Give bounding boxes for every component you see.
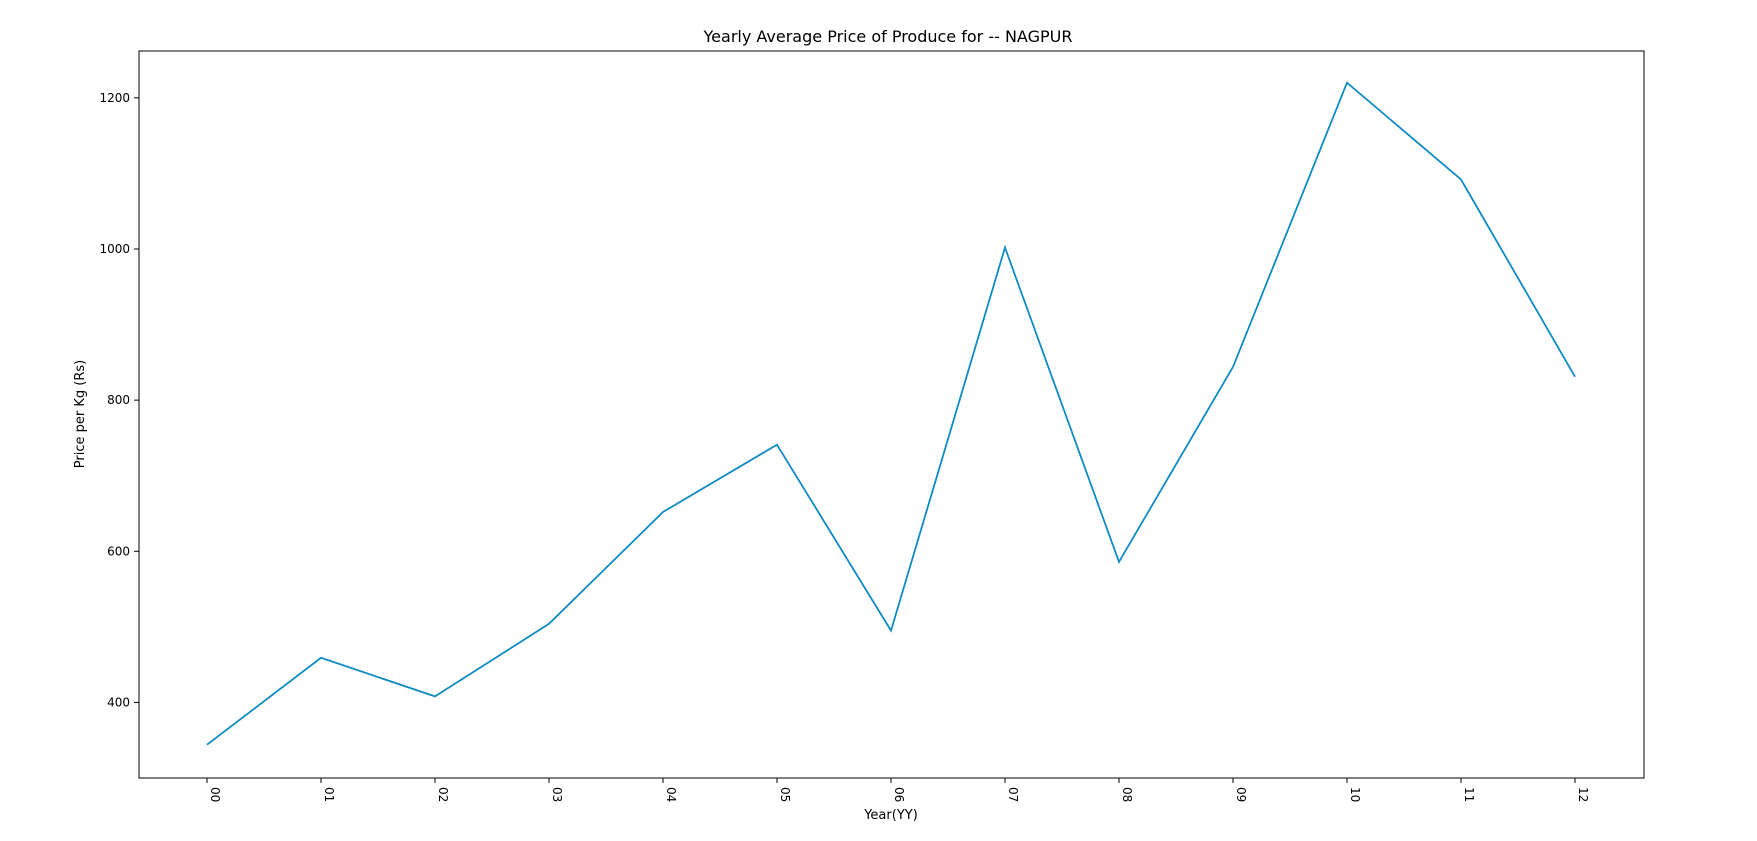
y-axis-label: Price per Kg (Rs) <box>73 360 88 468</box>
y-tick-label: 600 <box>107 544 130 558</box>
x-tick-label: 05 <box>778 787 792 802</box>
x-tick-label: 03 <box>550 787 564 802</box>
x-tick-label: 11 <box>1462 787 1476 802</box>
series-layer <box>207 83 1575 745</box>
x-tick-label: 09 <box>1234 787 1248 802</box>
y-tick-label: 1000 <box>99 242 130 256</box>
y-tick-label: 1200 <box>99 91 130 105</box>
plot-area <box>139 51 1644 778</box>
x-tick-label: 01 <box>322 787 336 802</box>
y-tick-label: 400 <box>107 695 130 709</box>
x-axis: 00 01 02 03 04 05 06 07 08 09 10 11 12 <box>207 778 1590 802</box>
x-tick-label: 10 <box>1348 787 1362 802</box>
x-tick-label: 07 <box>1006 787 1020 802</box>
y-axis: 400 600 800 1000 1200 <box>99 91 139 710</box>
x-axis-label: Year(YY) <box>863 808 918 823</box>
x-tick-label: 00 <box>208 787 222 802</box>
x-tick-label: 08 <box>1120 787 1134 802</box>
x-tick-label: 12 <box>1576 787 1590 802</box>
series-line <box>207 83 1575 745</box>
x-tick-label: 04 <box>664 787 678 802</box>
x-tick-label: 02 <box>436 787 450 802</box>
chart-title: Yearly Average Price of Produce for -- N… <box>703 27 1073 46</box>
y-tick-label: 800 <box>107 393 130 407</box>
x-tick-label: 06 <box>892 787 906 802</box>
